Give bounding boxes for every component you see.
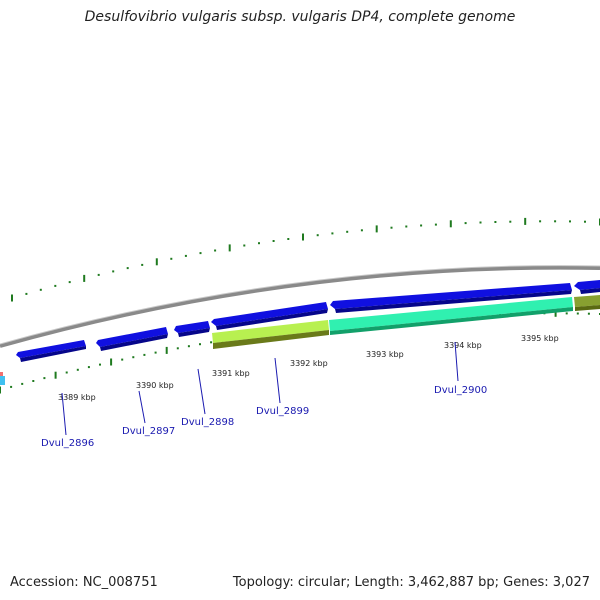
minor-tick xyxy=(32,380,35,382)
minor-tick xyxy=(65,371,68,374)
minor-tick xyxy=(576,312,579,315)
minor-tick xyxy=(565,312,568,315)
minor-tick xyxy=(143,353,146,356)
feature-teal[interactable] xyxy=(329,297,573,335)
gene-leader-lines xyxy=(61,341,459,436)
minor-tick xyxy=(141,263,144,266)
gene-label-dvul-2897[interactable]: Dvul_2897 xyxy=(122,426,175,437)
tick-label: 3393 kbp xyxy=(366,350,404,359)
minor-tick xyxy=(539,220,542,223)
minor-tick xyxy=(21,382,24,385)
minor-tick xyxy=(68,281,71,284)
minor-tick xyxy=(54,284,57,287)
gene-arrow-dvul-2898[interactable] xyxy=(174,321,210,337)
major-tick xyxy=(165,346,168,354)
major-tick xyxy=(0,386,1,394)
major-tick xyxy=(155,258,158,266)
gene-arrow-dvul-2896[interactable] xyxy=(16,340,86,362)
minor-tick xyxy=(170,257,173,260)
outer-tick-ring xyxy=(11,217,600,302)
genome-backbone xyxy=(0,265,600,348)
minor-tick xyxy=(494,221,497,223)
minor-tick xyxy=(420,224,423,227)
minor-tick xyxy=(126,267,129,270)
minor-tick xyxy=(112,270,115,273)
tick-label: 3394 kbp xyxy=(444,341,482,350)
minor-tick xyxy=(176,347,179,350)
minor-tick xyxy=(346,230,349,233)
gene-arrow-dvul-2899[interactable] xyxy=(211,302,328,330)
minor-tick xyxy=(199,343,201,346)
gene-labels: Dvul_2896 Dvul_2897 Dvul_2898 Dvul_2899 … xyxy=(41,385,487,449)
gene-label-dvul-2900[interactable]: Dvul_2900 xyxy=(434,385,487,396)
edge-feature xyxy=(0,376,5,385)
minor-tick xyxy=(25,292,28,295)
minor-tick xyxy=(243,244,246,247)
minor-tick xyxy=(132,356,135,359)
major-tick xyxy=(54,371,57,379)
gene-arrow-next[interactable] xyxy=(574,280,600,294)
minor-tick xyxy=(154,351,157,354)
minor-tick xyxy=(99,363,101,366)
minor-tick xyxy=(360,229,363,232)
minor-tick xyxy=(39,288,42,291)
genome-summary-text: Topology: circular; Length: 3,462,887 bp… xyxy=(232,575,590,590)
minor-tick xyxy=(331,232,334,235)
feature-olive[interactable] xyxy=(574,295,600,311)
minor-tick xyxy=(76,368,79,371)
major-tick xyxy=(228,244,231,252)
minor-tick xyxy=(97,273,100,276)
major-tick xyxy=(83,274,86,282)
minor-tick xyxy=(210,341,213,344)
minor-tick xyxy=(554,220,557,223)
minor-tick xyxy=(43,377,46,380)
minor-tick xyxy=(316,234,319,237)
feature-lime[interactable] xyxy=(212,320,329,349)
major-tick xyxy=(554,309,557,317)
minor-tick xyxy=(184,254,187,257)
tick-label: 3392 kbp xyxy=(290,359,328,368)
minor-tick xyxy=(87,366,90,369)
minor-tick xyxy=(569,220,571,223)
tick-label: 3395 kbp xyxy=(521,334,559,343)
minor-tick xyxy=(121,358,124,361)
major-tick xyxy=(449,220,452,228)
map-title: Desulfovibrio vulgaris subsp. vulgaris D… xyxy=(84,9,516,25)
minor-tick xyxy=(587,312,590,315)
gene-label-dvul-2898[interactable]: Dvul_2898 xyxy=(181,417,234,428)
minor-tick xyxy=(272,240,275,242)
gene-arrow-dvul-2897[interactable] xyxy=(96,327,168,351)
minor-tick xyxy=(434,223,437,226)
tick-label: 3389 kbp xyxy=(58,393,96,402)
major-tick xyxy=(375,225,378,233)
minor-tick xyxy=(390,226,393,229)
gene-label-dvul-2899[interactable]: Dvul_2899 xyxy=(256,406,309,417)
major-tick xyxy=(524,217,527,225)
minor-tick xyxy=(187,345,190,348)
minor-tick xyxy=(214,249,217,252)
minor-tick xyxy=(479,221,482,224)
major-tick xyxy=(11,294,13,302)
gene-arrow-dvul-2900[interactable] xyxy=(330,283,572,313)
tick-label: 3390 kbp xyxy=(136,381,174,390)
major-tick xyxy=(110,358,113,366)
tick-label: 3391 kbp xyxy=(212,369,250,378)
minor-tick xyxy=(584,220,586,223)
major-tick xyxy=(302,233,304,241)
minor-tick xyxy=(509,220,512,223)
gene-label-dvul-2896[interactable]: Dvul_2896 xyxy=(41,438,94,449)
minor-tick xyxy=(10,385,13,388)
kbp-tick-labels: 3389 kbp 3390 kbp 3391 kbp 3392 kbp 3393… xyxy=(58,334,559,402)
minor-tick xyxy=(464,222,467,225)
minor-tick xyxy=(287,238,290,240)
minor-tick xyxy=(199,252,202,255)
minor-tick xyxy=(405,225,408,228)
minor-tick xyxy=(258,242,260,245)
accession-text: Accession: NC_008751 xyxy=(10,575,158,590)
